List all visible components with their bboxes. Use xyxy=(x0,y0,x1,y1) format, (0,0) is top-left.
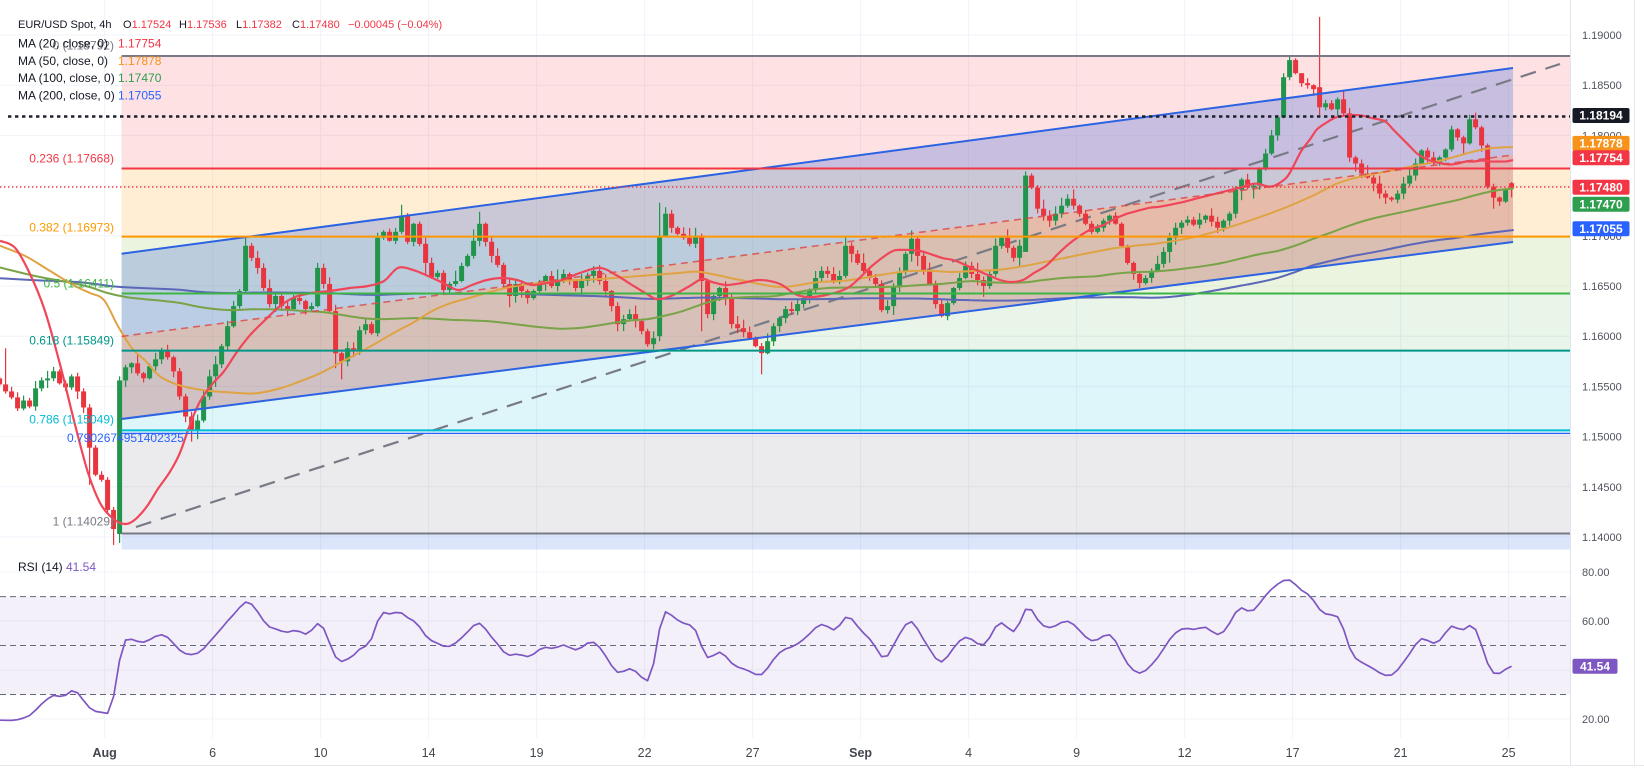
svg-text:0.5 (1.16411): 0.5 (1.16411) xyxy=(44,277,115,291)
svg-text:1.19000: 1.19000 xyxy=(1582,30,1622,42)
svg-text:41.54: 41.54 xyxy=(66,560,96,574)
svg-text:MA (100, close, 0): MA (100, close, 0) xyxy=(18,71,115,85)
svg-text:1.17470: 1.17470 xyxy=(118,71,162,85)
svg-text:C1.17480: C1.17480 xyxy=(292,19,340,31)
svg-text:10: 10 xyxy=(314,746,328,760)
svg-text:1.15000: 1.15000 xyxy=(1582,432,1622,444)
svg-text:1.16000: 1.16000 xyxy=(1582,331,1622,343)
svg-text:0.786 (1.15049): 0.786 (1.15049) xyxy=(29,413,114,427)
svg-text:1.17055: 1.17055 xyxy=(1579,222,1623,236)
svg-text:19: 19 xyxy=(530,746,544,760)
svg-text:14: 14 xyxy=(422,746,436,760)
svg-text:−0.00045 (−0.04%): −0.00045 (−0.04%) xyxy=(348,19,442,31)
svg-text:4: 4 xyxy=(965,746,972,760)
svg-text:MA (50, close, 0): MA (50, close, 0) xyxy=(18,54,108,68)
svg-text:Sep: Sep xyxy=(849,746,872,760)
svg-text:41.54: 41.54 xyxy=(1580,660,1610,674)
svg-text:12: 12 xyxy=(1178,746,1192,760)
svg-text:RSI (14): RSI (14) xyxy=(18,560,63,574)
svg-text:H1.17536: H1.17536 xyxy=(179,19,227,31)
svg-text:17: 17 xyxy=(1286,746,1300,760)
svg-text:9: 9 xyxy=(1073,746,1080,760)
svg-text:25: 25 xyxy=(1502,746,1516,760)
svg-text:1.16500: 1.16500 xyxy=(1582,281,1622,293)
svg-text:1.14500: 1.14500 xyxy=(1582,482,1622,494)
svg-text:0.618 (1.15849): 0.618 (1.15849) xyxy=(29,334,114,348)
svg-text:20.00: 20.00 xyxy=(1582,714,1610,726)
svg-text:1.14000: 1.14000 xyxy=(1582,532,1622,544)
svg-text:1.17878: 1.17878 xyxy=(118,54,162,68)
svg-text:27: 27 xyxy=(746,746,760,760)
svg-text:1.17470: 1.17470 xyxy=(1579,197,1623,211)
svg-text:1.17878: 1.17878 xyxy=(1579,137,1623,151)
svg-text:O1.17524: O1.17524 xyxy=(123,19,171,31)
svg-text:1 (1.14029): 1 (1.14029) xyxy=(53,515,114,529)
svg-text:21: 21 xyxy=(1394,746,1408,760)
svg-text:1.17055: 1.17055 xyxy=(118,88,162,102)
svg-text:1.17754: 1.17754 xyxy=(1579,151,1623,165)
svg-text:Aug: Aug xyxy=(92,746,116,760)
svg-text:1.18500: 1.18500 xyxy=(1582,80,1622,92)
svg-text:1.17480: 1.17480 xyxy=(1579,181,1623,195)
svg-text:L1.17382: L1.17382 xyxy=(236,19,282,31)
svg-text:1.18194: 1.18194 xyxy=(1579,109,1623,123)
svg-text:6: 6 xyxy=(209,746,216,760)
svg-text:0.382 (1.16973): 0.382 (1.16973) xyxy=(29,221,114,235)
svg-text:1.15500: 1.15500 xyxy=(1582,381,1622,393)
svg-text:MA (200, close, 0): MA (200, close, 0) xyxy=(18,88,115,102)
svg-text:EUR/USD Spot, 4h: EUR/USD Spot, 4h xyxy=(18,19,112,31)
svg-text:60.00: 60.00 xyxy=(1582,616,1610,628)
svg-text:22: 22 xyxy=(638,746,652,760)
svg-text:1.17754: 1.17754 xyxy=(118,37,162,51)
svg-text:0.7902674951402325: 0.7902674951402325 xyxy=(67,431,184,445)
svg-text:0.236 (1.17668): 0.236 (1.17668) xyxy=(29,152,114,166)
svg-text:80.00: 80.00 xyxy=(1582,567,1610,579)
svg-text:MA (20, close, 0): MA (20, close, 0) xyxy=(18,37,108,51)
